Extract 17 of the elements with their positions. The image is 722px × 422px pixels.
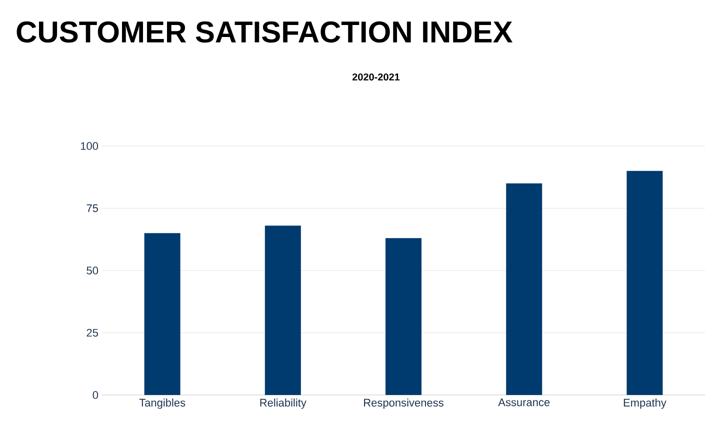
y-tick-label: 0 (92, 391, 98, 399)
chart-title: CUSTOMER SATISFACTION INDEX (16, 21, 513, 43)
y-tick-label: 100 (80, 142, 98, 150)
bar (386, 238, 422, 395)
x-tick-label: Empathy (624, 398, 666, 409)
x-tick-label: Responsiveness (364, 398, 444, 409)
y-tick-label: 75 (86, 204, 98, 212)
chart-subtitle: 2020-2021 (352, 73, 400, 81)
bar (264, 226, 301, 395)
bar (506, 183, 542, 395)
bar (144, 233, 180, 395)
x-tick-label: Reliability (260, 398, 306, 409)
y-tick-label: 50 (86, 266, 98, 274)
bar (626, 170, 663, 395)
x-tick-label: Tangibles (139, 398, 186, 409)
y-tick-label: 25 (86, 328, 98, 337)
x-tick-label: Assurance (498, 398, 550, 406)
